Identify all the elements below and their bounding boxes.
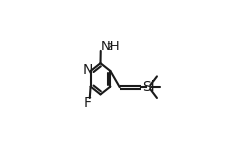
Text: 2: 2	[107, 43, 112, 52]
Text: Si: Si	[142, 80, 155, 94]
Text: NH: NH	[101, 40, 120, 53]
Text: F: F	[84, 96, 92, 110]
Text: N: N	[82, 63, 93, 77]
